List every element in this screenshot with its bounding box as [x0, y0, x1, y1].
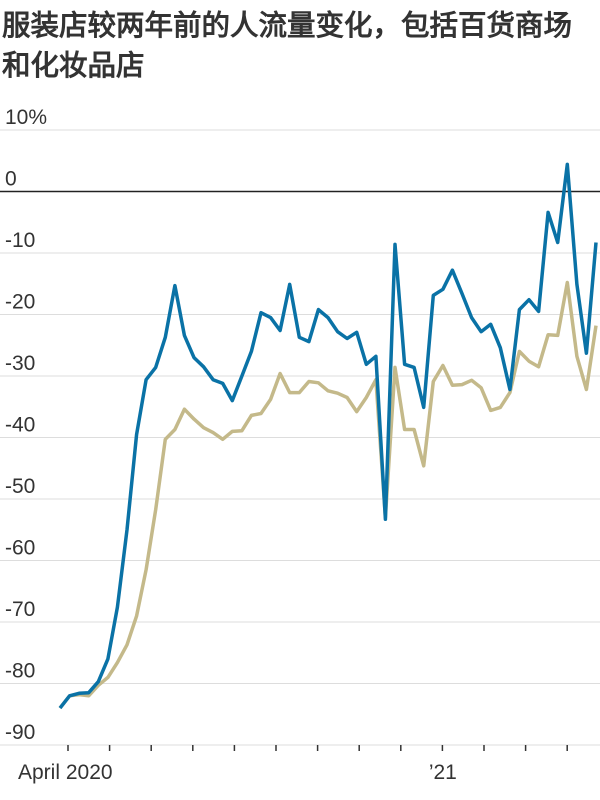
- chart-title: 服装店较两年前的人流量变化，包括百货商场和化妆品店: [2, 9, 573, 82]
- y-tick-label: -90: [5, 721, 35, 744]
- y-tick-label: -50: [5, 475, 35, 498]
- y-tick-label: -80: [5, 660, 35, 683]
- y-tick-label: 10%: [5, 106, 47, 129]
- x-tick-label: ’21: [429, 761, 457, 784]
- y-tick-label: 0: [5, 168, 17, 191]
- y-tick-label: -40: [5, 414, 35, 437]
- line-series: [58, 280, 598, 710]
- y-tick-label: -30: [5, 352, 35, 375]
- y-tick-label: -70: [5, 598, 35, 621]
- y-tick-label: -60: [5, 537, 35, 560]
- y-tick-label: -20: [5, 291, 35, 314]
- line-series: [58, 162, 598, 710]
- y-tick-label: -10: [5, 229, 35, 252]
- x-tick-label: April 2020: [18, 761, 113, 784]
